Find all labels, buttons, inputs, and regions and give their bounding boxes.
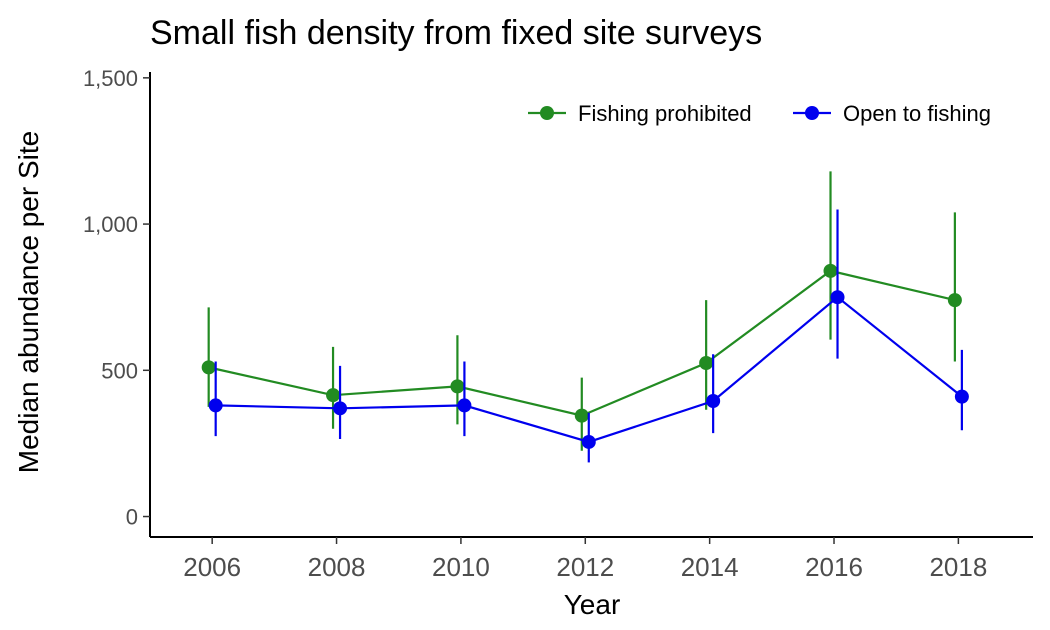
data-point xyxy=(947,293,962,308)
x-tick-label: 2012 xyxy=(556,552,614,582)
legend-label: Fishing prohibited xyxy=(578,101,752,126)
data-point xyxy=(457,398,472,413)
data-point xyxy=(201,360,216,375)
y-tick-label: 500 xyxy=(101,358,138,383)
data-point xyxy=(326,388,341,403)
data-point xyxy=(706,394,721,409)
data-point xyxy=(333,401,348,416)
data-point xyxy=(699,355,714,370)
legend: Fishing prohibited Open to fishing xyxy=(528,101,991,126)
chart-title: Small fish density from fixed site surve… xyxy=(150,14,762,52)
y-tick-label: 0 xyxy=(126,505,138,530)
series-open-to-fishing xyxy=(208,209,969,463)
axes xyxy=(149,72,1033,538)
x-tick-label: 2008 xyxy=(308,552,366,582)
series-layer xyxy=(201,171,969,463)
data-point xyxy=(208,398,223,413)
legend-key-point xyxy=(805,106,819,120)
data-point xyxy=(450,379,465,394)
x-tick-label: 2014 xyxy=(681,552,739,582)
data-point xyxy=(581,434,596,449)
y-tick-label: 1,000 xyxy=(83,212,138,237)
legend-label: Open to fishing xyxy=(843,101,991,126)
y-tick-label: 1,500 xyxy=(83,66,138,91)
x-tick-label: 2016 xyxy=(805,552,863,582)
x-tick-label: 2018 xyxy=(929,552,987,582)
x-axis-title: Year xyxy=(564,589,621,620)
legend-key-point xyxy=(540,106,554,120)
legend-item: Fishing prohibited xyxy=(528,101,752,126)
data-point xyxy=(823,263,838,278)
data-point xyxy=(830,290,845,305)
data-point xyxy=(954,389,969,404)
legend-item: Open to fishing xyxy=(793,101,991,126)
y-axis-title: Median abundance per Site xyxy=(13,131,44,473)
x-tick-label: 2010 xyxy=(432,552,490,582)
series-fishing-prohibited xyxy=(201,171,962,451)
ticks: 0 500 1,000 1,500 2006 2008 2010 2012 2014 2016 20… xyxy=(83,66,987,582)
x-tick-label: 2006 xyxy=(183,552,241,582)
data-point xyxy=(574,408,589,423)
